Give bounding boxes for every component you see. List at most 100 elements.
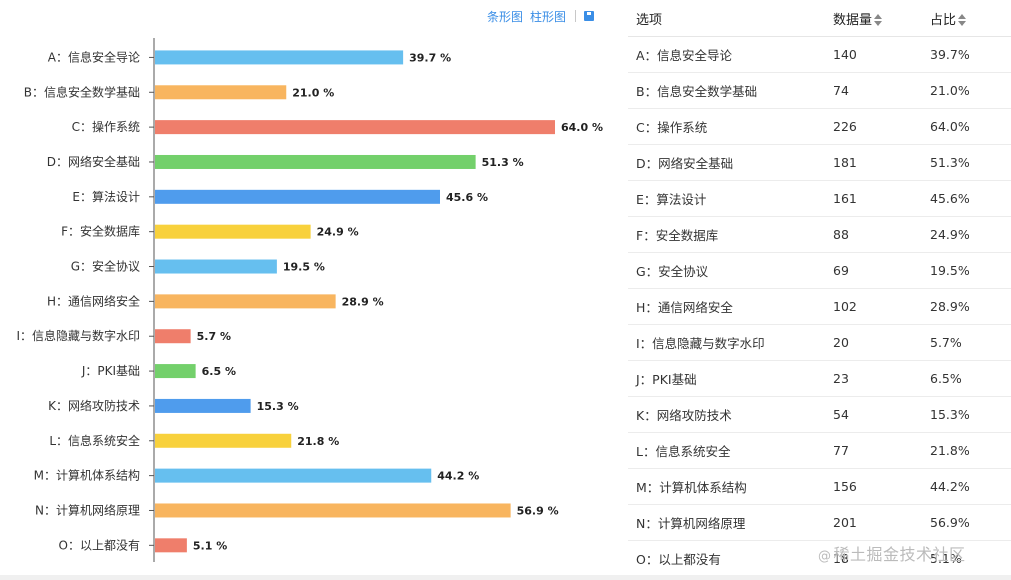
bar[interactable] <box>155 120 555 135</box>
category-label: F：安全数据库 <box>61 224 140 239</box>
bar[interactable] <box>155 85 287 100</box>
value-label: 45.6 % <box>446 191 488 204</box>
category-label: G：安全协议 <box>71 259 140 274</box>
value-label: 19.5 % <box>283 261 325 274</box>
table-body: A：信息安全导论 140 39.7% B：信息安全数学基础 74 21.0% C：操作系统 2… <box>628 37 1011 577</box>
category-label: M：计算机体系结构 <box>34 468 140 483</box>
sort-icon[interactable] <box>958 14 967 26</box>
cell-percent: 44.2% <box>930 479 970 494</box>
value-label: 15.3 % <box>257 400 299 413</box>
cell-option: E：算法设计 <box>636 192 707 207</box>
watermark-text: 稀土掘金技术社区 <box>833 545 966 564</box>
value-label: 21.8 % <box>297 435 339 448</box>
bar[interactable] <box>155 294 336 309</box>
bar-chart: A：信息安全导论 39.7 % B：信息安全数学基础 21.0 % C：操作系统 64.0… <box>16 38 603 562</box>
cell-count: 77 <box>833 443 849 458</box>
table-row: L：信息系统安全 77 21.8% <box>628 433 1011 469</box>
value-label: 56.9 % <box>517 504 559 517</box>
cell-percent: 39.7% <box>930 47 970 62</box>
category-label: H：通信网络安全 <box>47 293 140 308</box>
cell-option: H：通信网络安全 <box>636 300 733 315</box>
at-icon: @ <box>818 549 832 564</box>
cell-option: O：以上都没有 <box>636 552 721 567</box>
table-row: A：信息安全导论 140 39.7% <box>628 37 1011 73</box>
bar[interactable] <box>155 50 404 65</box>
cell-percent: 56.9% <box>930 515 970 530</box>
bottom-divider <box>0 575 1011 580</box>
category-label: L：信息系统安全 <box>49 433 140 448</box>
cell-option: D：网络安全基础 <box>636 156 734 171</box>
bar[interactable] <box>155 433 292 448</box>
cell-option: F：安全数据库 <box>636 228 719 243</box>
cell-count: 156 <box>833 479 857 494</box>
category-label: D：网络安全基础 <box>47 154 140 169</box>
cell-percent: 28.9% <box>930 299 970 314</box>
cell-count: 88 <box>833 227 849 242</box>
cell-percent: 21.0% <box>930 83 970 98</box>
toolbar-divider <box>575 10 577 22</box>
category-label: I：信息隐藏与数字水印 <box>16 328 140 343</box>
header-percent[interactable]: 占比 <box>921 9 1011 28</box>
value-label: 6.5 % <box>202 365 236 378</box>
bar[interactable] <box>155 189 440 204</box>
data-table: 选项 数据量 占比 A：信息安全导论 140 39.7% B：信息安全数学基础 74 21… <box>628 0 1011 580</box>
table-row: F：安全数据库 88 24.9% <box>628 217 1011 253</box>
table-row: B：信息安全数学基础 74 21.0% <box>628 73 1011 109</box>
category-label: B：信息安全数学基础 <box>24 84 140 99</box>
bar[interactable] <box>155 398 251 413</box>
cell-count: 102 <box>833 299 857 314</box>
table-header: 选项 数据量 占比 <box>628 0 1011 37</box>
value-label: 39.7 % <box>409 51 451 64</box>
category-label: O：以上都没有 <box>59 537 140 552</box>
category-label: J：PKI基础 <box>81 364 140 378</box>
watermark: @ 稀土掘金技术社区 <box>818 541 966 565</box>
cell-count: 54 <box>833 407 849 422</box>
cell-option: C：操作系统 <box>636 120 708 135</box>
cell-option: B：信息安全数学基础 <box>636 84 758 99</box>
chart-toolbar: 条形图 柱形图 <box>487 7 595 25</box>
bar[interactable] <box>155 503 511 518</box>
cell-option: I：信息隐藏与数字水印 <box>636 336 765 351</box>
table-row: D：网络安全基础 181 51.3% <box>628 145 1011 181</box>
bar[interactable] <box>155 364 196 379</box>
cell-percent: 51.3% <box>930 155 970 170</box>
category-label: N：计算机网络原理 <box>35 502 140 517</box>
cell-percent: 5.1% <box>930 551 962 566</box>
cell-percent: 64.0% <box>930 119 970 134</box>
table-row: M：计算机体系结构 156 44.2% <box>628 469 1011 505</box>
value-label: 5.1 % <box>193 539 227 552</box>
cell-count: 201 <box>833 515 857 530</box>
cell-percent: 19.5% <box>930 263 970 278</box>
bar[interactable] <box>155 224 311 239</box>
cell-percent: 24.9% <box>930 227 970 242</box>
table-row: J：PKI基础 23 6.5% <box>628 361 1011 397</box>
cell-percent: 6.5% <box>930 371 962 386</box>
category-label: A：信息安全导论 <box>48 49 140 64</box>
table-row: H：通信网络安全 102 28.9% <box>628 289 1011 325</box>
table-row: C：操作系统 226 64.0% <box>628 109 1011 145</box>
cell-option: J：PKI基础 <box>636 372 697 387</box>
category-label: E：算法设计 <box>72 189 140 204</box>
bar[interactable] <box>155 538 187 553</box>
bar[interactable] <box>155 259 277 274</box>
cell-count: 140 <box>833 47 857 62</box>
cell-count: 23 <box>833 371 849 386</box>
cell-option: L：信息系统安全 <box>636 444 731 459</box>
sort-icon[interactable] <box>874 14 883 26</box>
value-label: 21.0 % <box>292 86 334 99</box>
cell-count: 181 <box>833 155 857 170</box>
cell-option: G：安全协议 <box>636 264 709 279</box>
value-label: 51.3 % <box>482 156 524 169</box>
table-row: I：信息隐藏与数字水印 20 5.7% <box>628 325 1011 361</box>
table-row: K：网络攻防技术 54 15.3% <box>628 397 1011 433</box>
save-icon[interactable] <box>584 11 595 21</box>
bar[interactable] <box>155 329 191 344</box>
column-chart-toggle[interactable]: 柱形图 <box>530 9 567 24</box>
bar[interactable] <box>155 154 476 169</box>
cell-percent: 21.8% <box>930 443 970 458</box>
bar-chart-toggle[interactable]: 条形图 <box>487 9 524 24</box>
bar[interactable] <box>155 468 432 483</box>
header-count[interactable]: 数据量 <box>824 9 921 28</box>
cell-percent: 5.7% <box>930 335 962 350</box>
value-label: 64.0 % <box>561 121 603 134</box>
